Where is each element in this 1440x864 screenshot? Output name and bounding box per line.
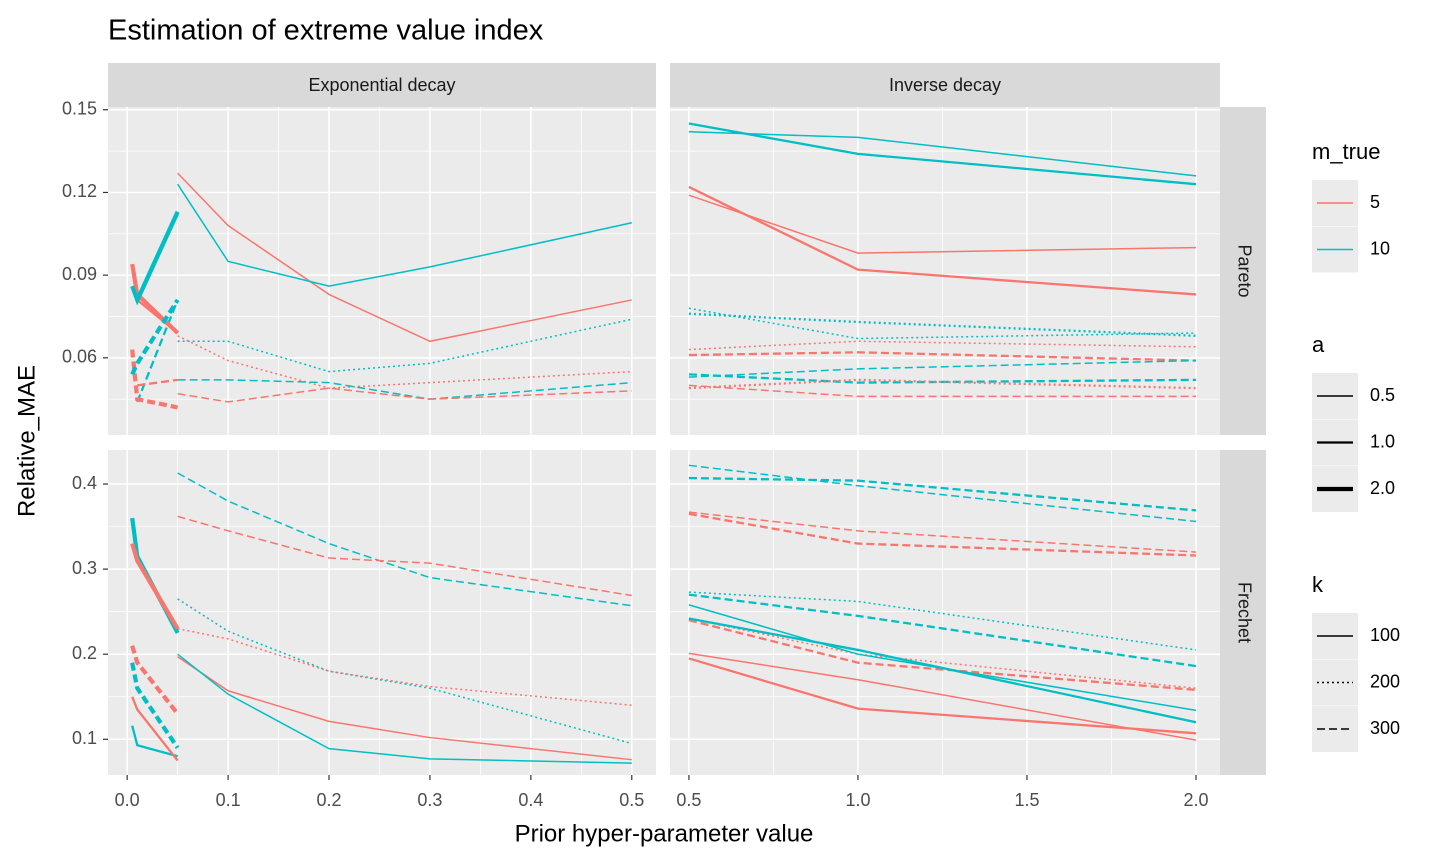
panel-background (108, 107, 656, 435)
strip-label: Pareto (1234, 244, 1254, 297)
series-line (688, 511, 1197, 553)
strip-label: Exponential decay (308, 75, 455, 95)
x-axis-title: Prior hyper-parameter value (515, 820, 814, 847)
series-line (177, 335, 632, 389)
series-line (688, 340, 1197, 351)
x-tick-label: 0.2 (317, 790, 342, 810)
series-line (688, 351, 1197, 362)
series-line (177, 653, 632, 764)
x-tick-label: 1.5 (1014, 790, 1039, 810)
series-line (177, 656, 632, 761)
legend-label: 200 (1370, 671, 1400, 691)
strip (670, 63, 1220, 107)
legend-label: 5 (1370, 192, 1380, 212)
y-axis-title: Relative_MAE (13, 365, 40, 517)
series-line (688, 384, 1196, 398)
series-line (688, 464, 1197, 523)
series-line (688, 307, 1197, 340)
panel-background (670, 107, 1220, 435)
x-tick-label: 0.5 (619, 790, 644, 810)
strip-label: Inverse decay (889, 75, 1001, 95)
y-tick-label: 0.1 (72, 728, 97, 748)
x-tick-label: 0.0 (115, 790, 140, 810)
x-tick-label: 0.1 (216, 790, 241, 810)
y-tick-label: 0.09 (62, 264, 97, 284)
series-line (688, 593, 1197, 668)
series-line (130, 662, 180, 749)
x-tick-label: 0.3 (417, 790, 442, 810)
series-line (688, 122, 1197, 186)
chart-title: Estimation of extreme value index (108, 15, 544, 47)
series-line (688, 312, 1197, 337)
series-line (688, 512, 1197, 557)
series-line (688, 617, 1197, 724)
series-line (688, 378, 1197, 390)
y-tick-label: 0.12 (62, 181, 97, 201)
series-line (130, 349, 179, 410)
series-line (688, 373, 1197, 384)
series-line (688, 185, 1197, 296)
strip (1220, 107, 1266, 435)
series-line (688, 619, 1197, 692)
series-line (177, 318, 632, 373)
series-line (131, 696, 179, 762)
y-tick-label: 0.15 (62, 99, 97, 119)
legend-title: a (1312, 332, 1325, 357)
series-line (688, 359, 1197, 378)
series-line (131, 725, 178, 758)
series-line (688, 652, 1197, 741)
strip-label: Frechet (1234, 582, 1254, 643)
legend-title: k (1312, 572, 1324, 597)
legend-label: 300 (1370, 718, 1400, 738)
series-line (177, 379, 632, 400)
series-line (177, 172, 632, 343)
y-tick-label: 0.06 (62, 347, 97, 367)
x-tick-label: 2.0 (1183, 790, 1208, 810)
series-line (130, 298, 180, 376)
x-tick-label: 1.0 (845, 790, 870, 810)
legend-label: 1.0 (1370, 431, 1395, 451)
strip (1220, 450, 1266, 775)
x-tick-label: 0.4 (518, 790, 543, 810)
series-line (137, 378, 178, 387)
series-line (177, 472, 632, 607)
series-line (688, 657, 1197, 735)
y-tick-label: 0.2 (72, 643, 97, 663)
y-tick-label: 0.4 (72, 473, 97, 493)
series-line (688, 591, 1197, 651)
series-line (688, 604, 1197, 712)
strip (108, 63, 656, 107)
legend-label: 2.0 (1370, 478, 1395, 498)
panel-background (108, 450, 656, 775)
series-line (177, 183, 632, 287)
series-line (177, 515, 632, 597)
panel-background (670, 450, 1220, 775)
series-line (130, 542, 180, 630)
legend-label: 0.5 (1370, 385, 1395, 405)
series-line (130, 645, 180, 716)
legend-label: 100 (1370, 625, 1400, 645)
legend-title: m_true (1312, 139, 1380, 164)
x-tick-label: 0.5 (676, 790, 701, 810)
legend-label: 10 (1370, 238, 1390, 258)
legend-key (1312, 659, 1358, 706)
series-line (177, 598, 632, 745)
series-line (130, 210, 180, 306)
y-tick-label: 0.3 (72, 558, 97, 578)
series-line (688, 476, 1197, 512)
